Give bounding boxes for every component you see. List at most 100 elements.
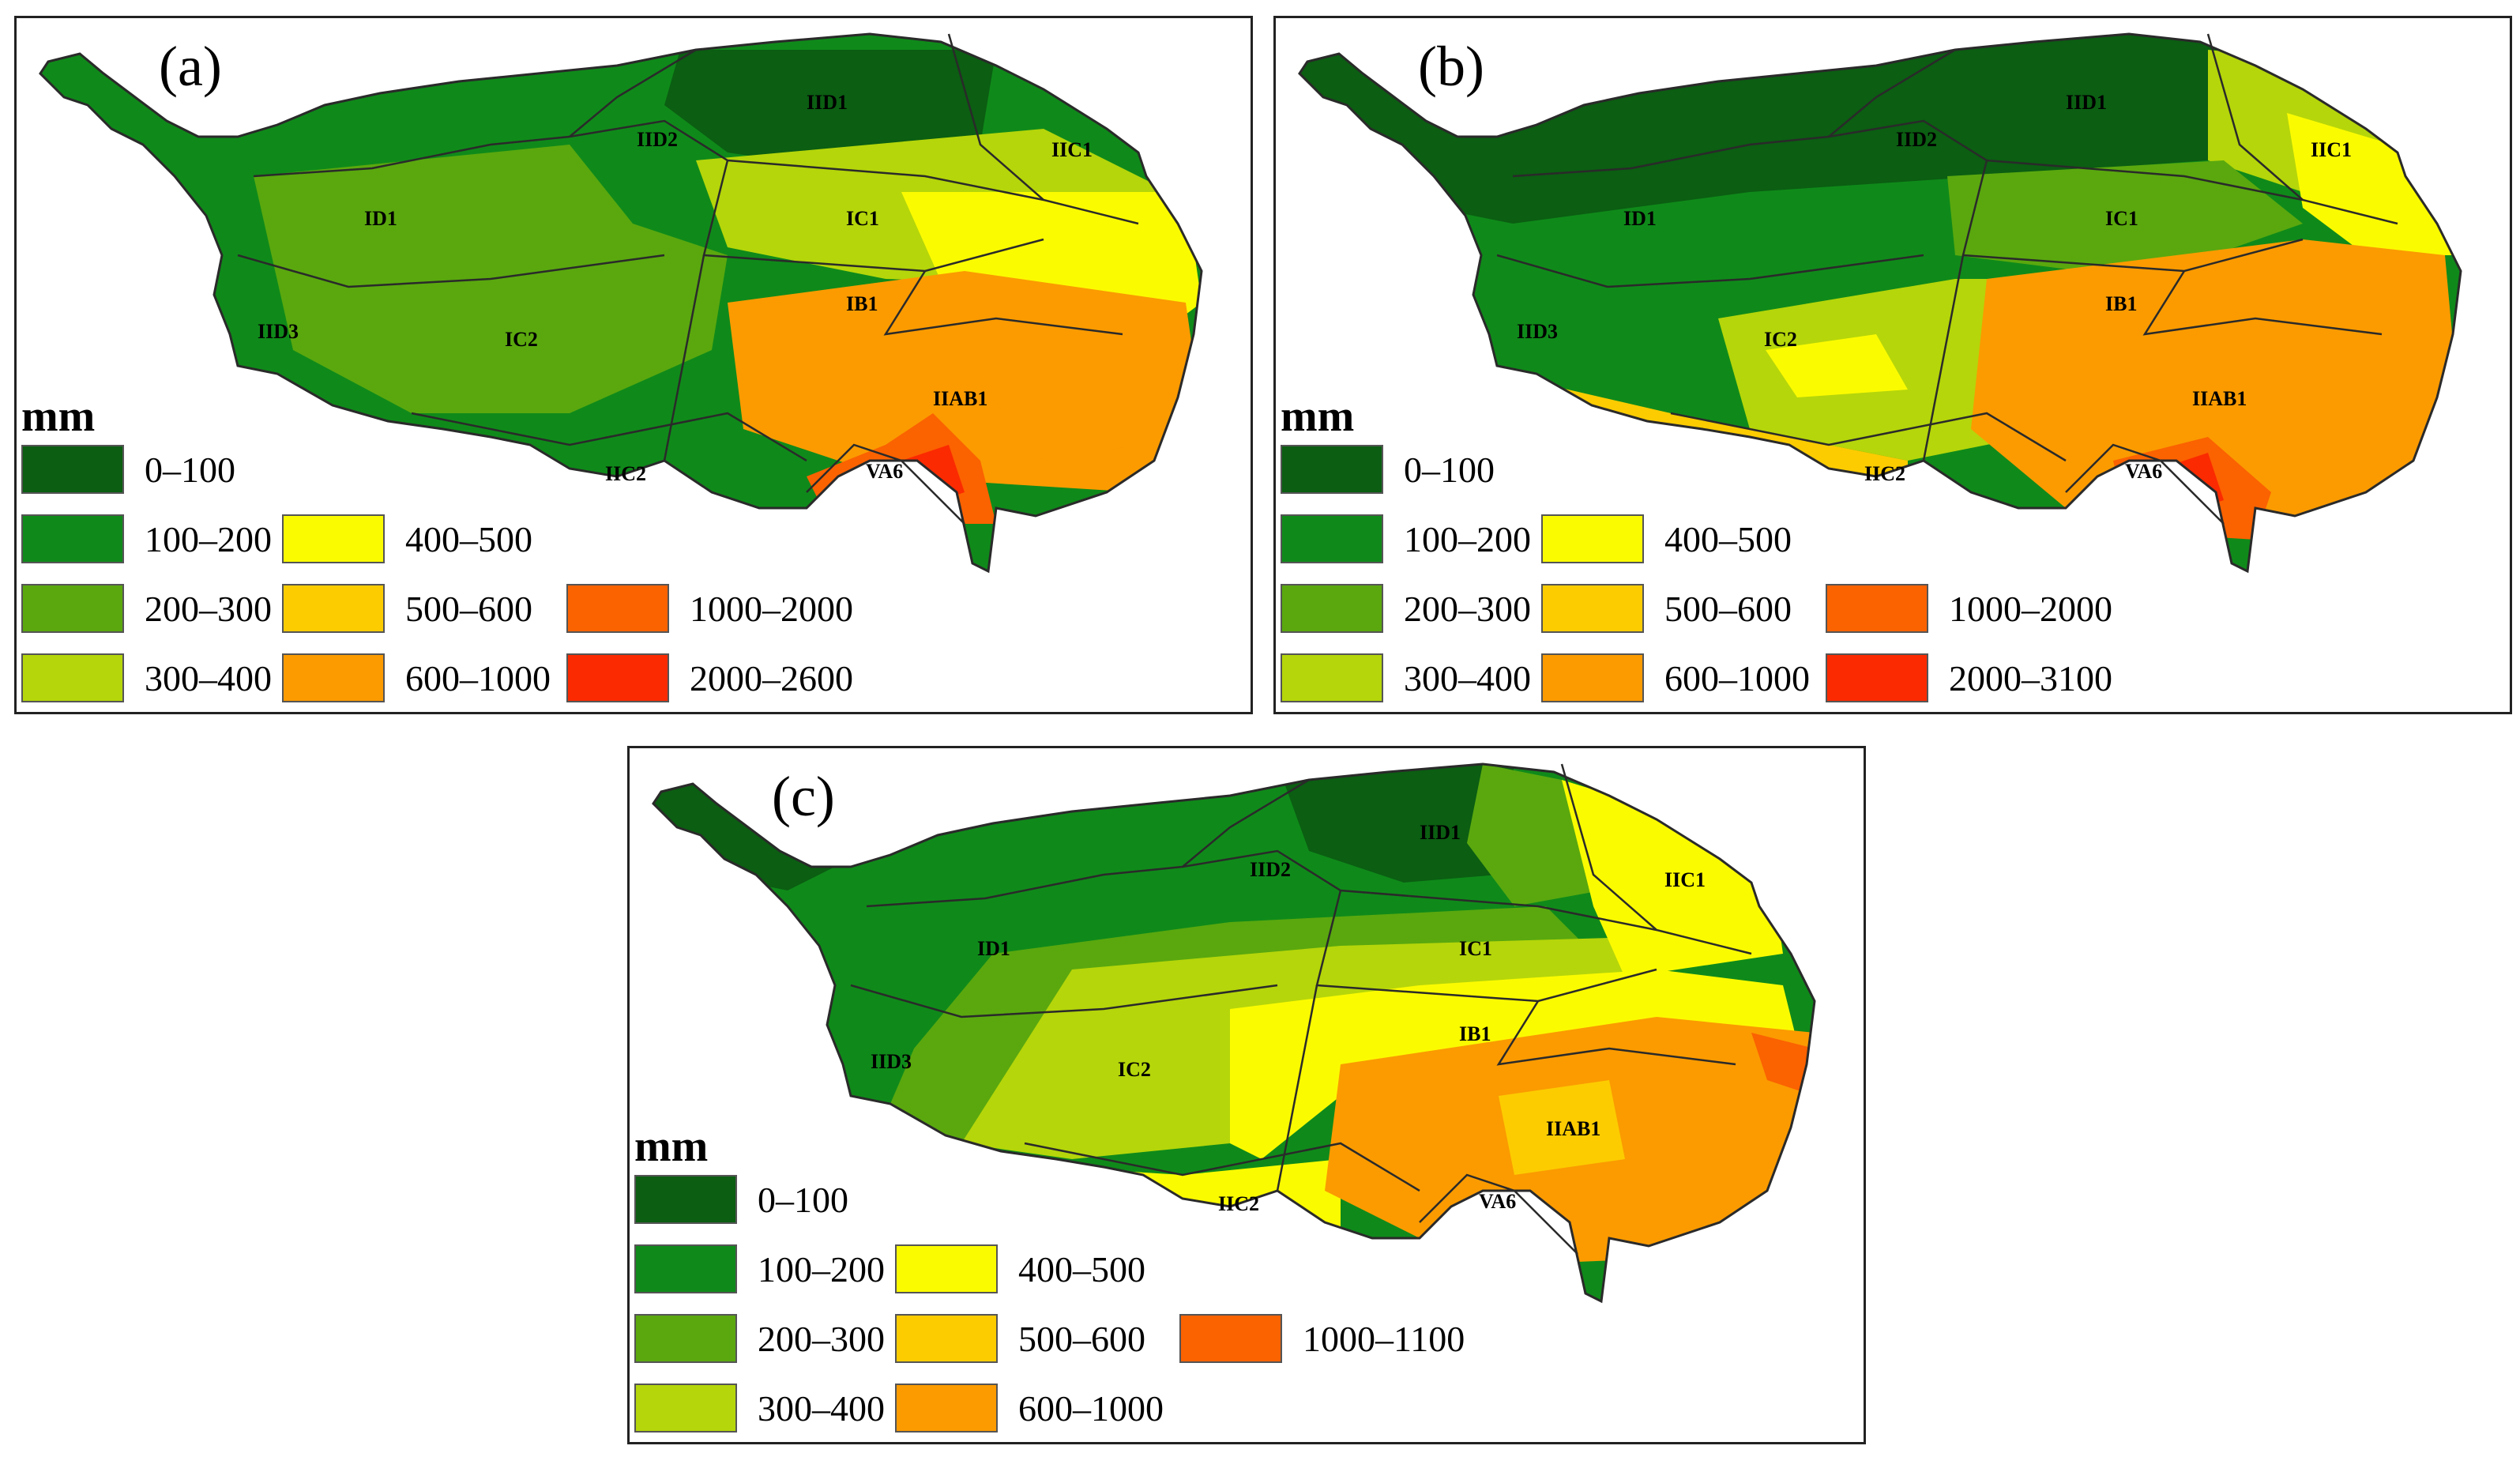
legend-swatch [1826,584,1928,633]
legend-item: 600–1000 [282,653,551,702]
legend-item: 0–100 [21,445,235,494]
legend-label: 500–600 [405,588,532,629]
legend-item: 300–400 [21,653,272,702]
legend-swatch [1826,653,1928,702]
legend-swatch [895,1384,998,1433]
region-label-iid2: IID2 [1250,858,1291,881]
legend-swatch [1179,1314,1282,1363]
map-panel-c: IID1 IID2 IIC1 ID1 IC1 IB1 IID3 IC2 IIAB… [627,746,1866,1444]
legend-label: 1000–2000 [1949,588,2112,629]
legend-item: 100–200 [21,514,272,563]
precipitation-map-b: IID1 IID2 IIC1 ID1 IC1 IB1 IID3 IC2 IIAB… [1298,32,2462,573]
region-label-id1: ID1 [977,937,1010,960]
legend-item: 2000–2600 [566,653,853,702]
region-label-iid2: IID2 [1896,128,1937,151]
region-label-va6: VA6 [1479,1190,1516,1213]
region-label-id1: ID1 [1623,207,1657,230]
legend-unit: mm [21,392,96,441]
legend-swatch [1541,514,1644,563]
legend-label: 400–500 [1018,1248,1145,1289]
region-label-iic2: IIC2 [605,462,646,485]
legend-swatch [1281,653,1383,702]
region-label-iid1: IID1 [807,91,848,114]
region-label-iic2: IIC2 [1218,1192,1259,1215]
legend-swatch [634,1175,737,1224]
legend-item: 400–500 [1541,514,1792,563]
legend-label: 600–1000 [1664,657,1810,698]
legend-label: 500–600 [1018,1318,1145,1359]
legend-label: 600–1000 [405,657,551,698]
legend-swatch [634,1314,737,1363]
legend-unit: mm [634,1122,709,1171]
region-label-ic1: IC1 [846,207,879,230]
precipitation-map-c: IID1 IID2 IIC1 ID1 IC1 IB1 IID3 IC2 IIAB… [652,762,1816,1303]
region-label-iic2: IIC2 [1864,462,1905,485]
legend-label: 200–300 [1404,588,1531,629]
region-label-ic2: IC2 [505,328,538,351]
region-label-iid1: IID1 [2066,91,2107,114]
legend-swatch [1541,584,1644,633]
region-label-ic2: IC2 [1118,1058,1151,1081]
region-label-ib1: IB1 [2105,292,2137,315]
region-label-iic1: IIC1 [1051,138,1093,161]
legend-item: 1000–2000 [566,584,853,633]
region-label-iiab1: IIAB1 [2192,387,2247,410]
legend-item: 500–600 [282,584,532,633]
legend-label: 200–300 [758,1318,885,1359]
legend-swatch [634,1244,737,1293]
legend-item: 300–400 [634,1384,885,1433]
region-label-ib1: IB1 [846,292,878,315]
legend-label: 0–100 [758,1179,848,1220]
legend-item: 600–1000 [895,1384,1164,1433]
legend-item: 200–300 [1281,584,1531,633]
legend-label: 200–300 [145,588,272,629]
legend-label: 300–400 [758,1387,885,1429]
region-boundaries-b [1496,33,2398,525]
legend-swatch [566,653,669,702]
region-boundaries-a [237,33,1139,525]
legend-swatch [21,653,124,702]
region-label-va6: VA6 [2125,460,2162,483]
legend-label: 600–1000 [1018,1387,1164,1429]
legend-swatch [21,445,124,494]
region-label-iic1: IIC1 [1664,868,1706,891]
legend-swatch [634,1384,737,1433]
region-boundaries-c [850,763,1752,1255]
legend-label: 2000–2600 [690,657,853,698]
region-label-iid3: IID3 [258,320,299,343]
legend-label: 100–200 [758,1248,885,1289]
map-panel-b: IID1 IID2 IIC1 ID1 IC1 IB1 IID3 IC2 IIAB… [1273,16,2512,714]
map-panel-a: IID1 IID2 IIC1 ID1 IC1 IB1 IID3 IC2 IIAB… [14,16,1253,714]
region-label-ic1: IC1 [1459,937,1492,960]
legend-swatch [21,514,124,563]
legend-item: 400–500 [282,514,532,563]
legend-item: 600–1000 [1541,653,1810,702]
panel-label: (c) [772,765,835,828]
legend-label: 1000–1100 [1303,1318,1465,1359]
legend-item: 200–300 [634,1314,885,1363]
panel-label: (b) [1418,35,1484,98]
legend-item: 300–400 [1281,653,1531,702]
region-label-ic1: IC1 [2105,207,2138,230]
legend-label: 0–100 [145,449,235,490]
legend-swatch [1281,445,1383,494]
legend-item: 100–200 [1281,514,1531,563]
legend-label: 1000–2000 [690,588,853,629]
legend-item: 500–600 [1541,584,1792,633]
region-label-ic2: IC2 [1764,328,1797,351]
legend-item: 500–600 [895,1314,1145,1363]
legend-swatch [895,1314,998,1363]
region-label-iid3: IID3 [871,1050,912,1073]
region-label-va6: VA6 [866,460,903,483]
legend-unit: mm [1281,392,1355,441]
legend-item: 2000–3100 [1826,653,2112,702]
region-label-iic1: IIC1 [2311,138,2352,161]
legend-item: 0–100 [634,1175,848,1224]
region-label-iid2: IID2 [637,128,678,151]
legend-swatch [895,1244,998,1293]
region-label-iid1: IID1 [1420,821,1461,844]
panel-label: (a) [159,35,222,98]
legend-item: 100–200 [634,1244,885,1293]
legend-swatch [282,514,385,563]
legend-item: 200–300 [21,584,272,633]
